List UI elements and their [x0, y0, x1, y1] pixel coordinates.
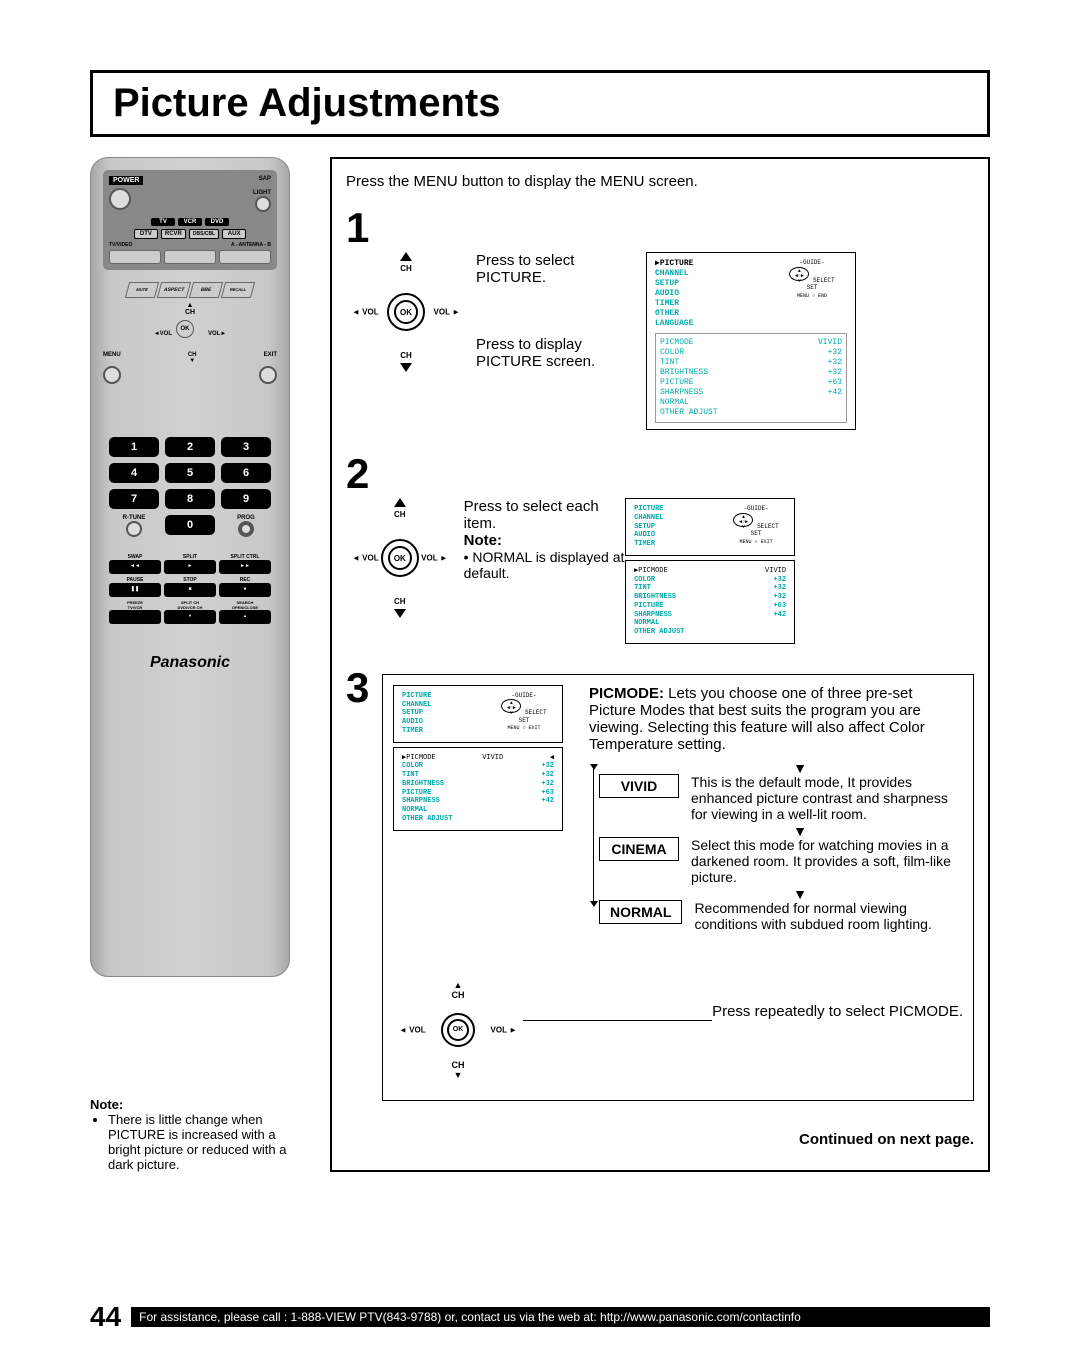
- step-1: 1 CH ◄ VOL OK VOL ► CH Press to select P…: [346, 204, 974, 430]
- page-number: 44: [90, 1301, 121, 1333]
- osd-screen-3b: ▶PICMODEVIVID◀ COLOR+32 TINT+32 BRIGHTNE…: [393, 747, 563, 831]
- normal-box: NORMAL: [599, 900, 682, 924]
- mute-button: MUTE: [125, 282, 159, 298]
- picmode-heading: PICMODE:: [589, 685, 664, 702]
- vcr-button: VCR: [178, 218, 202, 226]
- dvd-button: DVD: [205, 218, 229, 226]
- dpad-diagram-1: CH ◄ VOL OK VOL ► CH: [346, 252, 466, 372]
- number-pad: 1 2 3 4 5 6 7 8 9 R-TUNE 0 PROG: [109, 437, 271, 539]
- antenna-b-button: [219, 250, 271, 264]
- num-7: 7: [109, 489, 159, 509]
- tv-button: TV: [151, 218, 175, 226]
- num-3: 3: [221, 437, 271, 457]
- instructions-panel: Press the MENU button to display the MEN…: [330, 157, 990, 1172]
- intro-text: Press the MENU button to display the MEN…: [346, 173, 974, 190]
- page-footer: 44 For assistance, please call : 1-888-V…: [0, 1301, 1080, 1333]
- vivid-box: VIVID: [599, 774, 679, 798]
- normal-text: Recommended for normal viewing condition…: [694, 900, 963, 932]
- step-1-number: 1: [346, 204, 382, 252]
- step-2: 2 CH ◄ VOL OK VOL ► CH Press to select e…: [346, 450, 974, 644]
- prog-button: [238, 521, 254, 537]
- page-title: Picture Adjustments: [113, 81, 967, 126]
- osd-screen-2a: -GUIDE- ▲◄○►▽ SELECTSET MENU ○ EXIT PICT…: [625, 498, 795, 556]
- remote-control-diagram: POWER SAP LIGHT TV VCR DVD D: [90, 157, 290, 977]
- power-button: [109, 188, 131, 210]
- step3-dpad-row: ▲CH ◄ VOL OK VOL ► CH▼ Press repeatedly …: [393, 980, 963, 1080]
- rcvr-button: RCVR: [161, 229, 186, 239]
- num-8: 8: [165, 489, 215, 509]
- cinema-text: Select this mode for watching movies in …: [691, 837, 963, 885]
- remote-column: POWER SAP LIGHT TV VCR DVD D: [90, 157, 310, 1172]
- light-button: [255, 196, 271, 212]
- num-5: 5: [165, 463, 215, 483]
- step1-text1: Press to select PICTURE.: [476, 252, 636, 286]
- num-0: 0: [165, 515, 215, 535]
- aspect-button: ASPECT: [157, 282, 191, 298]
- step-3: 3 -GUIDE- ▲◄○►▽ SELECTSET MENU ○ EXIT PI…: [346, 664, 974, 1101]
- power-label: POWER: [109, 176, 143, 185]
- vivid-text: This is the default mode, It provides en…: [691, 774, 963, 822]
- footer-bar: For assistance, please call : 1-888-VIEW…: [131, 1307, 990, 1327]
- dbs-button: DBS/CBL: [189, 229, 219, 239]
- main-content: POWER SAP LIGHT TV VCR DVD D: [90, 157, 990, 1172]
- vcr-controls: SWAP◄◄ SPLIT► SPLIT CTRL►► PAUSE❚❚ STOP■…: [109, 554, 271, 624]
- exit-button: [259, 366, 277, 384]
- note-text: There is little change when PICTURE is i…: [108, 1112, 310, 1172]
- brand-logo: Panasonic: [103, 654, 277, 672]
- nav-pad-area: MUTE ASPECT BBE RECALL ▲CH ◄VOL OK VOL► …: [103, 282, 277, 422]
- continued-text: Continued on next page.: [346, 1131, 974, 1148]
- step2-text1: Press to select each item.: [464, 498, 625, 532]
- osd-screen-1: -GUIDE- ▲◄○►▽ SELECTSET MENU ○ END ▶PICT…: [646, 252, 856, 430]
- num-2: 2: [165, 437, 215, 457]
- title-bar: Picture Adjustments: [90, 70, 990, 137]
- step1-text2: Press to display PICTURE screen.: [476, 336, 636, 370]
- num-1: 1: [109, 437, 159, 457]
- step2-text2: NORMAL is displayed at default.: [464, 549, 625, 581]
- cinema-box: CINEMA: [599, 837, 679, 861]
- note-label: Note:: [90, 1097, 310, 1112]
- dtv-button: DTV: [134, 229, 158, 239]
- num-6: 6: [221, 463, 271, 483]
- rtune-button: [126, 521, 142, 537]
- bbe-button: BBE: [189, 282, 223, 298]
- num-4: 4: [109, 463, 159, 483]
- note-block: Note: There is little change when PICTUR…: [90, 1097, 310, 1172]
- aux-button: AUX: [222, 229, 246, 239]
- antenna-label: A - ANTENNA - B: [231, 242, 271, 248]
- menu-button: [103, 366, 121, 384]
- num-9: 9: [221, 489, 271, 509]
- picmode-description: PICMODE: Lets you choose one of three pr…: [589, 685, 963, 940]
- osd-screen-2b: ▶PICMODEVIVID COLOR+32 TINT+32 BRIGHTNES…: [625, 560, 795, 644]
- step3-select-text: Press repeatedly to select PICMODE.: [712, 1003, 963, 1020]
- step-2-number: 2: [346, 450, 382, 498]
- dpad-diagram-2: CH ◄ VOL OK VOL ► CH: [346, 498, 454, 618]
- tvvideo-label: TV/VIDEO: [109, 242, 132, 248]
- step-3-number: 3: [346, 664, 382, 712]
- antenna-a-button: [164, 250, 216, 264]
- recall-button: RECALL: [221, 282, 255, 298]
- step2-note-label: Note:: [464, 532, 625, 549]
- tvvideo-button: [109, 250, 161, 264]
- osd-screen-3a: -GUIDE- ▲◄○►▽ SELECTSET MENU ○ EXIT PICT…: [393, 685, 563, 743]
